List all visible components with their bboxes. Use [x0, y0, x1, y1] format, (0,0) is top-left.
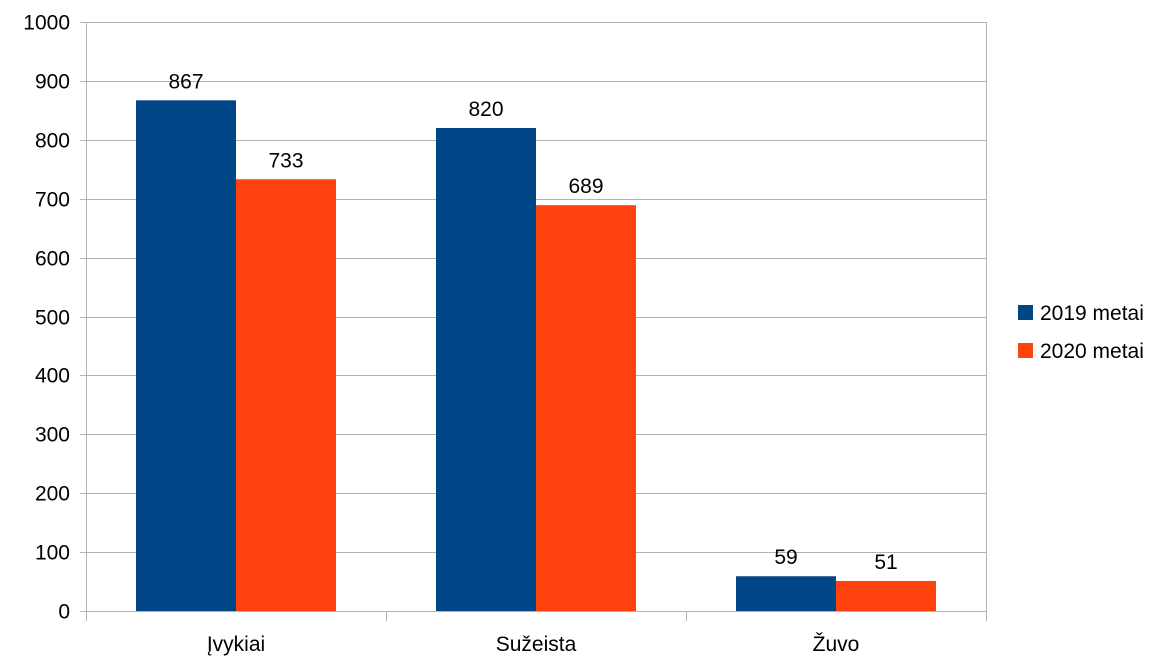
legend-swatch — [1018, 305, 1033, 320]
legend-label: 2020 metai — [1040, 340, 1144, 363]
y-tick-label: 800 — [35, 130, 70, 153]
y-tick-label: 300 — [35, 424, 70, 447]
bars — [136, 100, 936, 611]
legend-swatch — [1018, 343, 1033, 358]
data-label: 51 — [874, 551, 897, 574]
y-tick-label: 0 — [58, 601, 70, 624]
y-tick-label: 400 — [35, 365, 70, 388]
x-tick-label: Žuvo — [813, 633, 860, 656]
legend-label: 2019 metai — [1040, 302, 1144, 325]
bar — [836, 580, 936, 611]
data-label: 820 — [468, 98, 503, 121]
y-tick-label: 900 — [35, 71, 70, 94]
bar — [736, 576, 836, 611]
y-axis: 0 100 200 300 400 500 600 700 800 900 1000 — [23, 12, 987, 624]
data-label: 867 — [168, 70, 203, 93]
y-tick-label: 500 — [35, 307, 70, 330]
x-tick-label: Sužeista — [496, 633, 577, 656]
y-tick-label: 100 — [35, 542, 70, 565]
y-tick-label: 700 — [35, 189, 70, 212]
data-label: 689 — [568, 175, 603, 198]
bar — [236, 179, 336, 611]
bar — [436, 128, 536, 611]
y-tick-label: 200 — [35, 483, 70, 506]
bar — [136, 100, 236, 611]
x-tick-label: Įvykiai — [207, 633, 265, 656]
data-label: 59 — [774, 546, 797, 569]
x-axis: Įvykiai Sužeista Žuvo — [86, 611, 987, 656]
y-tick-label: 1000 — [23, 12, 70, 35]
data-labels: 867 733 820 689 59 51 — [168, 70, 897, 574]
data-label: 733 — [268, 149, 303, 172]
legend: 2019 metai 2020 metai — [1018, 302, 1144, 363]
y-tick-label: 600 — [35, 248, 70, 271]
bar — [536, 205, 636, 611]
